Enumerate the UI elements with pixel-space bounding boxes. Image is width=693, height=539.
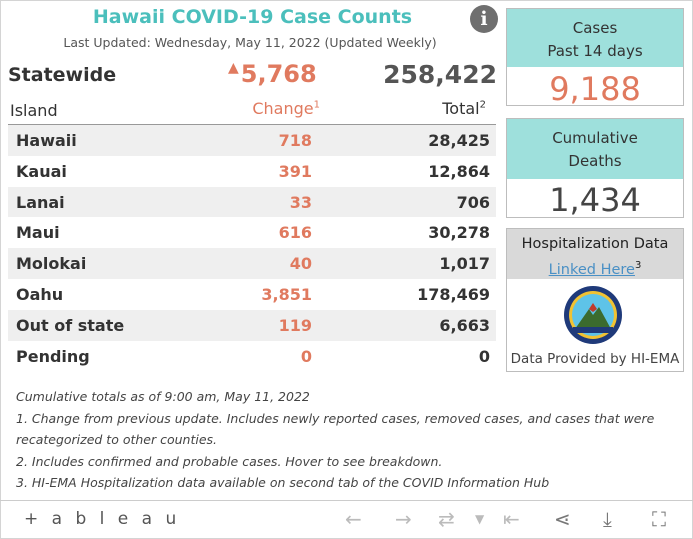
footnotes: Cumulative totals as of 9:00 am, May 11,… <box>16 389 655 490</box>
revert-icon[interactable]: ⇄ <box>438 507 455 531</box>
cumulative-deaths-value: 1,434 <box>507 179 683 219</box>
info-icon[interactable]: i <box>470 5 498 33</box>
hospitalization-title: Hospitalization Data <box>521 236 669 252</box>
statewide-change-value: 5,768 <box>240 60 317 88</box>
fullscreen-icon[interactable]: ⛶ <box>652 507 666 531</box>
table-row[interactable]: Molokai 40 1,017 <box>8 248 496 279</box>
col-change[interactable]: Change1 <box>252 99 320 118</box>
table-row[interactable]: Kauai 391 12,864 <box>16 161 490 181</box>
last-updated: Last Updated: Wednesday, May 11, 2022 (U… <box>63 35 437 50</box>
statewide-label: Statewide <box>8 64 117 86</box>
table-row[interactable]: Oahu 3,851 178,469 <box>16 284 490 304</box>
page-title: Hawaii COVID-19 Case Counts <box>92 6 413 28</box>
statewide-change: ▲5,768 <box>228 60 317 88</box>
cumulative-deaths-panel: Cumulative Deaths 1,434 <box>506 118 684 219</box>
island-table: Hawaii 718 28,425 Kauai 391 12,864 Lanai 33 70… <box>8 125 496 371</box>
table-row[interactable]: Out of state 119 6,663 <box>8 309 496 341</box>
hospitalization-panel: Hospitalization Data Linked Here3 Data P… <box>506 228 684 372</box>
cases-14-day-value: 9,188 <box>507 67 683 108</box>
col-island[interactable]: Island <box>10 101 58 120</box>
statewide-total: 258,422 <box>383 60 497 89</box>
up-arrow-icon: ▲ <box>228 60 239 76</box>
data-provider: Data Provided by HI-EMA <box>510 351 680 367</box>
redo-icon[interactable]: → <box>395 507 412 531</box>
undo-icon[interactable]: ← <box>345 507 362 531</box>
reset-icon[interactable]: ⇤ <box>503 507 520 531</box>
download-icon[interactable]: ⤓ <box>603 507 612 531</box>
revert-dropdown-icon[interactable]: ▼ <box>475 512 485 526</box>
cases-14-day-panel: Cases Past 14 days 9,188 <box>506 8 684 108</box>
table-row[interactable]: Maui 616 30,278 <box>16 223 490 243</box>
hi-ema-seal-icon[interactable] <box>563 285 623 345</box>
table-row[interactable]: Lanai 33 706 <box>8 186 496 218</box>
table-row[interactable]: Hawaii 718 28,425 <box>8 125 496 156</box>
tableau-toolbar: + a b l e a u ← → ⇄ ▼ ⇤ ⋖ ⤓ ⛶ <box>0 500 693 539</box>
share-icon[interactable]: ⋖ <box>554 507 571 531</box>
table-header: Island Change1 Total2 <box>8 98 496 125</box>
col-total[interactable]: Total2 <box>442 99 486 118</box>
tableau-logo[interactable]: + a b l e a u <box>24 509 181 529</box>
hospitalization-link[interactable]: Linked Here <box>548 261 635 278</box>
table-row[interactable]: Pending 0 0 <box>16 346 490 366</box>
